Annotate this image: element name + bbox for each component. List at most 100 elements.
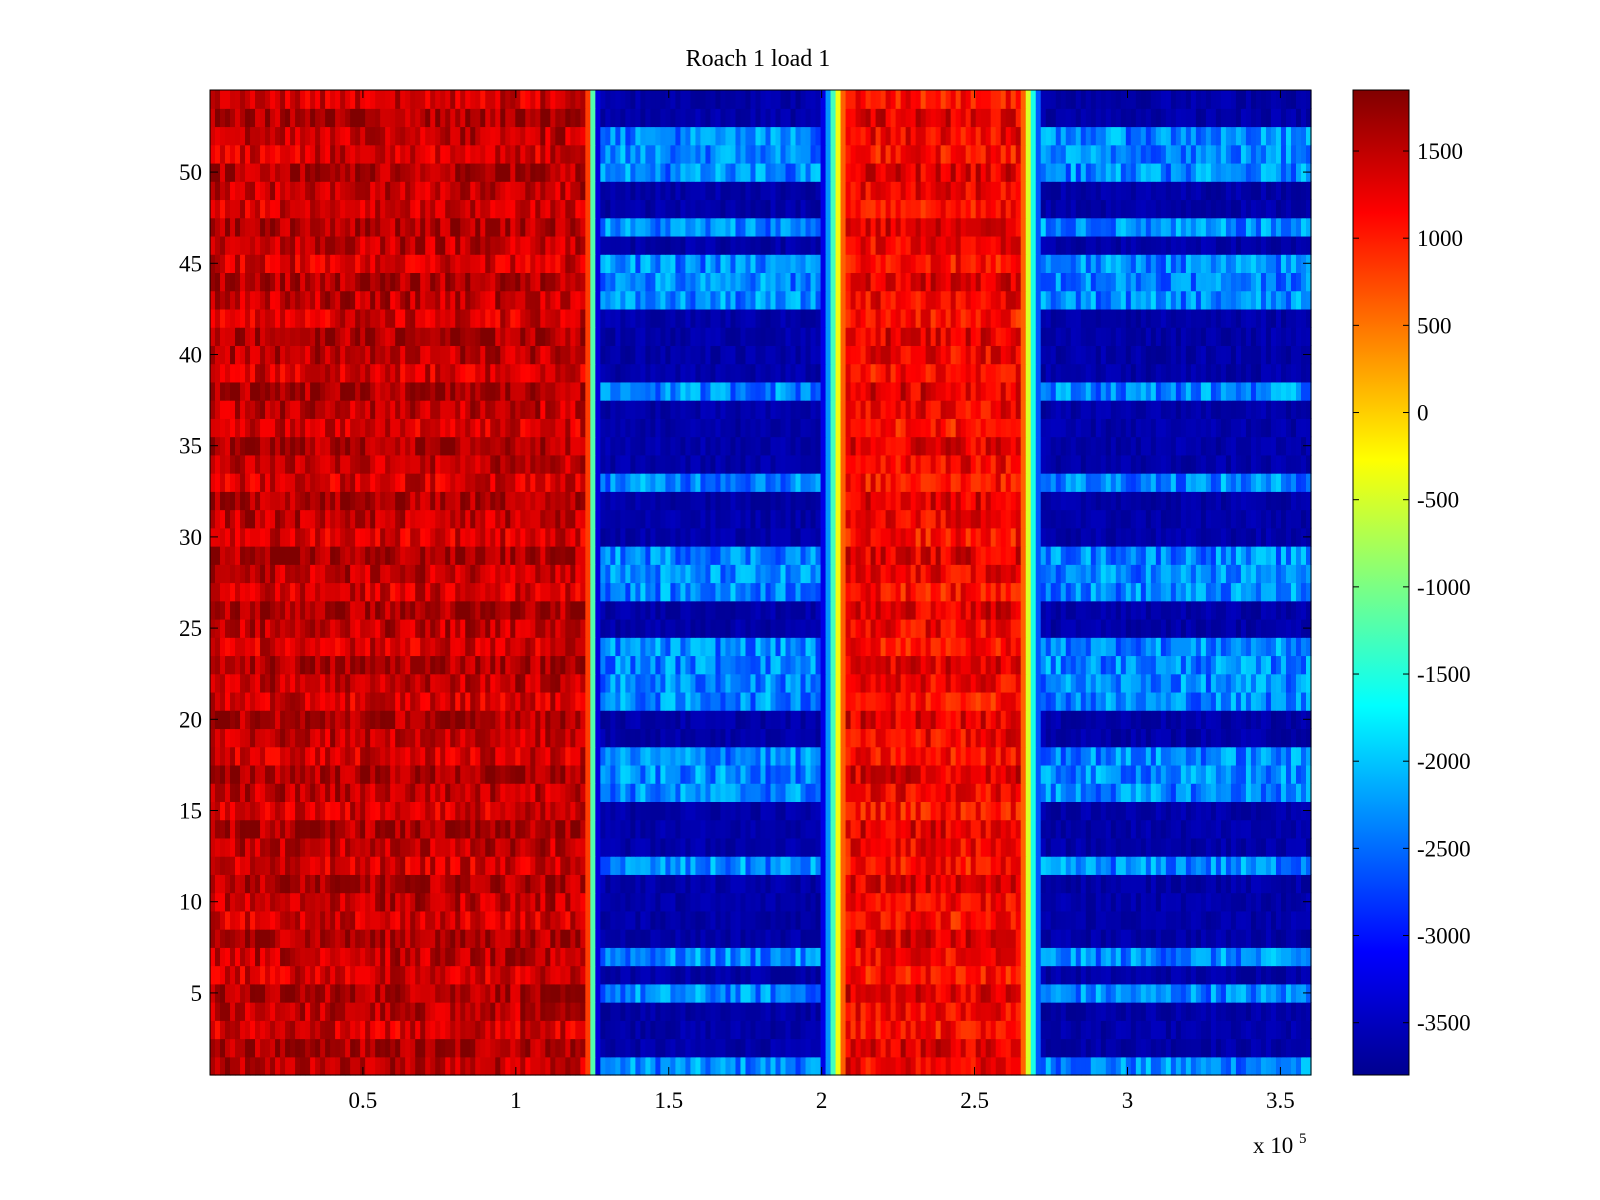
heatmap-cell bbox=[725, 728, 732, 748]
heatmap-cell bbox=[465, 746, 471, 766]
heatmap-cell bbox=[1140, 947, 1147, 967]
heatmap-cell bbox=[220, 874, 226, 894]
heatmap-cell bbox=[435, 947, 441, 967]
heatmap-cell bbox=[1180, 1056, 1187, 1076]
heatmap-cell bbox=[1235, 856, 1242, 875]
heatmap-cell bbox=[645, 673, 651, 693]
heatmap-cell bbox=[1150, 929, 1157, 948]
heatmap-cell bbox=[1155, 892, 1162, 912]
heatmap-cell bbox=[700, 655, 707, 675]
heatmap-cell bbox=[310, 1002, 316, 1021]
heatmap-cell bbox=[1015, 710, 1022, 730]
heatmap-cell bbox=[400, 929, 406, 948]
heatmap-cell bbox=[295, 691, 301, 711]
heatmap-cell bbox=[540, 892, 546, 912]
heatmap-cell bbox=[630, 837, 636, 857]
heatmap-cell bbox=[990, 1038, 997, 1058]
heatmap-cell bbox=[1135, 764, 1142, 784]
heatmap-cell bbox=[350, 1020, 356, 1040]
heatmap-cell bbox=[245, 801, 251, 821]
heatmap-cell bbox=[290, 1020, 296, 1040]
heatmap-cell bbox=[865, 874, 872, 894]
heatmap-cell bbox=[880, 929, 887, 948]
heatmap-cell bbox=[1040, 673, 1047, 693]
heatmap-cell bbox=[370, 1038, 376, 1058]
heatmap-cell bbox=[1130, 801, 1137, 821]
heatmap-cell bbox=[1220, 929, 1227, 948]
heatmap-cell bbox=[570, 1002, 576, 1021]
heatmap-cell bbox=[270, 965, 276, 985]
heatmap-cell bbox=[1130, 746, 1137, 766]
heatmap-cell bbox=[1010, 710, 1017, 730]
heatmap-cell bbox=[955, 874, 962, 894]
heatmap-cell bbox=[470, 691, 476, 711]
heatmap-cell bbox=[285, 655, 291, 675]
heatmap-cell bbox=[1300, 1038, 1307, 1058]
heatmap-cell bbox=[1165, 710, 1172, 730]
heatmap-cell bbox=[1220, 910, 1227, 930]
heatmap-cell bbox=[1085, 691, 1092, 711]
heatmap-cell bbox=[740, 655, 747, 675]
heatmap-cell bbox=[495, 1020, 501, 1040]
heatmap-cell bbox=[1155, 801, 1162, 821]
heatmap-cell bbox=[430, 673, 436, 693]
heatmap-cell bbox=[855, 801, 862, 821]
heatmap-cell bbox=[955, 819, 962, 839]
heatmap-cell bbox=[740, 947, 747, 967]
heatmap-cell bbox=[545, 783, 551, 802]
heatmap-cell bbox=[1090, 856, 1097, 875]
heatmap-cell bbox=[475, 783, 481, 802]
heatmap-cell bbox=[230, 892, 236, 912]
heatmap-cell bbox=[455, 1020, 461, 1040]
heatmap-cell bbox=[575, 892, 581, 912]
heatmap-cell bbox=[685, 983, 692, 1003]
heatmap-cell bbox=[240, 764, 246, 784]
heatmap-cell bbox=[295, 929, 301, 948]
heatmap-cell bbox=[785, 783, 792, 802]
heatmap-cell bbox=[1135, 965, 1142, 985]
heatmap-cell bbox=[1095, 673, 1102, 693]
heatmap-cell bbox=[460, 892, 466, 912]
heatmap-cell bbox=[1050, 965, 1057, 985]
heatmap-cell bbox=[425, 764, 431, 784]
heatmap-cell bbox=[265, 1020, 271, 1040]
heatmap-cell bbox=[1240, 783, 1247, 802]
heatmap-cell bbox=[700, 1020, 707, 1040]
heatmap-cell bbox=[635, 929, 641, 948]
heatmap-cell bbox=[225, 910, 231, 930]
heatmap-cell bbox=[565, 929, 571, 948]
heatmap-cell bbox=[335, 856, 341, 875]
heatmap-cell bbox=[250, 910, 256, 930]
heatmap-cell bbox=[270, 1038, 276, 1058]
heatmap-cell bbox=[520, 910, 526, 930]
heatmap-cell bbox=[380, 673, 386, 693]
heatmap-cell bbox=[1180, 673, 1187, 693]
heatmap-cell bbox=[860, 910, 867, 930]
heatmap-cell bbox=[705, 764, 712, 784]
heatmap-cell bbox=[250, 728, 256, 748]
heatmap-cell bbox=[1085, 819, 1092, 839]
heatmap-cell bbox=[420, 673, 426, 693]
heatmap-cell bbox=[875, 856, 882, 875]
heatmap-cell bbox=[585, 874, 591, 894]
heatmap-cell bbox=[560, 1002, 566, 1021]
heatmap-cell bbox=[880, 819, 887, 839]
heatmap-cell bbox=[355, 1002, 361, 1021]
heatmap-cell bbox=[585, 746, 591, 766]
heatmap-cell bbox=[1140, 910, 1147, 930]
heatmap-cell bbox=[885, 874, 892, 894]
heatmap-cell bbox=[1220, 1020, 1227, 1040]
heatmap-cell bbox=[1255, 983, 1262, 1003]
heatmap-cell bbox=[560, 1038, 566, 1058]
heatmap-cell bbox=[1245, 728, 1252, 748]
heatmap-cell bbox=[390, 673, 396, 693]
heatmap-cell bbox=[345, 764, 351, 784]
heatmap-cell bbox=[330, 1020, 336, 1040]
heatmap-cell bbox=[890, 819, 897, 839]
heatmap-cell bbox=[425, 691, 431, 711]
heatmap-cell bbox=[735, 947, 742, 967]
heatmap-cell bbox=[475, 673, 481, 693]
heatmap-cell bbox=[585, 1002, 591, 1021]
heatmap-cell bbox=[805, 673, 812, 693]
heatmap-cell bbox=[415, 691, 421, 711]
